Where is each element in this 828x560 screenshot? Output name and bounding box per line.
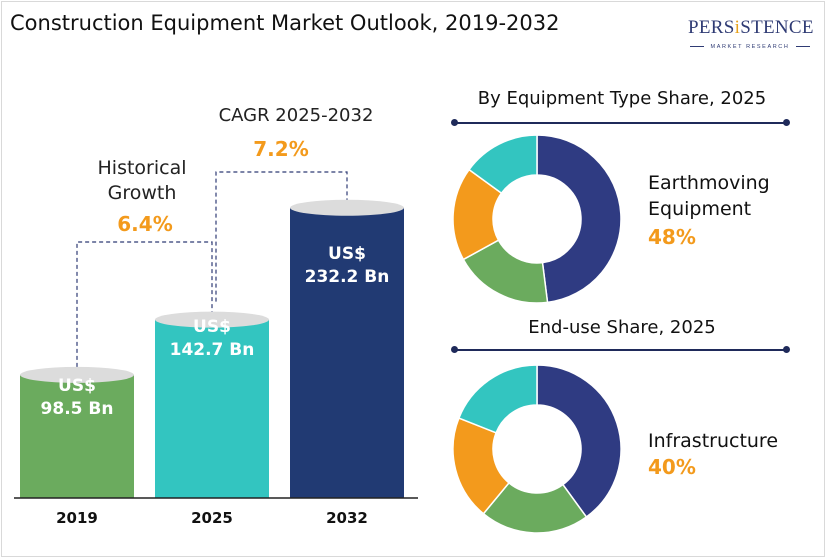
chart-title: Construction Equipment Market Outlook, 2… [10,11,560,35]
logo-rule-right [796,46,810,47]
bar-cap-2025 [155,311,269,328]
logo-wordmark: PERSiSTENCE [688,17,814,38]
x-tick-2025: 2025 [191,509,233,527]
end-use-share-title: End-use Share, 2025 [528,317,716,338]
bar-cap-2019 [20,366,134,383]
end-use-donut-slice-3 [457,364,538,434]
x-tick-2019: 2019 [56,509,98,527]
equipment-donut-slice-3 [467,134,538,195]
cagr-connector [215,171,348,302]
bar-2025 [155,319,269,498]
bar-cap-2032 [290,199,404,216]
rule-dot-right [783,119,790,126]
rule-dot-right-2 [783,346,790,353]
rule-dot-left [451,119,458,126]
end-use-highlight-value: 40% [648,455,696,479]
end-use-share-rule [454,349,786,351]
historical-connector [76,241,213,367]
bar-value-text-2019: US$ 98.5 Bn [40,376,114,419]
bar-2019 [20,374,134,498]
equipment-highlight-value: 48% [648,225,696,249]
historical-growth-label: Historical Growth [97,157,187,204]
rule-dot-left-2 [451,346,458,353]
bar-2032 [290,207,404,498]
logo-subtitle: MARKET RESEARCH [710,44,790,50]
bar-value-text-2025: US$ 142.7 Bn [169,317,255,360]
bar-value-text-2032: US$ 232.2 Bn [304,244,390,287]
bar-value-label-2032: US$ 232.2 Bn [290,243,404,289]
cagr-label: CAGR 2025-2032 [218,105,374,126]
bar-value-label-2019: US$ 98.5 Bn [20,375,134,421]
end-use-highlight-label: Infrastructure [648,430,779,452]
persistence-logo: PERSiSTENCE MARKET RESEARCH [688,17,814,61]
equipment-donut-slice-0 [536,134,622,304]
equipment-share-title: By Equipment Type Share, 2025 [477,88,767,109]
historical-growth-value: 6.4% [117,212,173,236]
bar-value-label-2025: US$ 142.7 Bn [155,316,269,362]
cagr-value: 7.2% [253,137,309,161]
x-tick-2032: 2032 [326,509,368,527]
equipment-highlight-label: Earthmoving Equipment [648,172,770,220]
end-use-donut-slice-0 [536,364,622,519]
logo-rule-left [690,46,704,47]
equipment-share-rule [454,122,786,124]
